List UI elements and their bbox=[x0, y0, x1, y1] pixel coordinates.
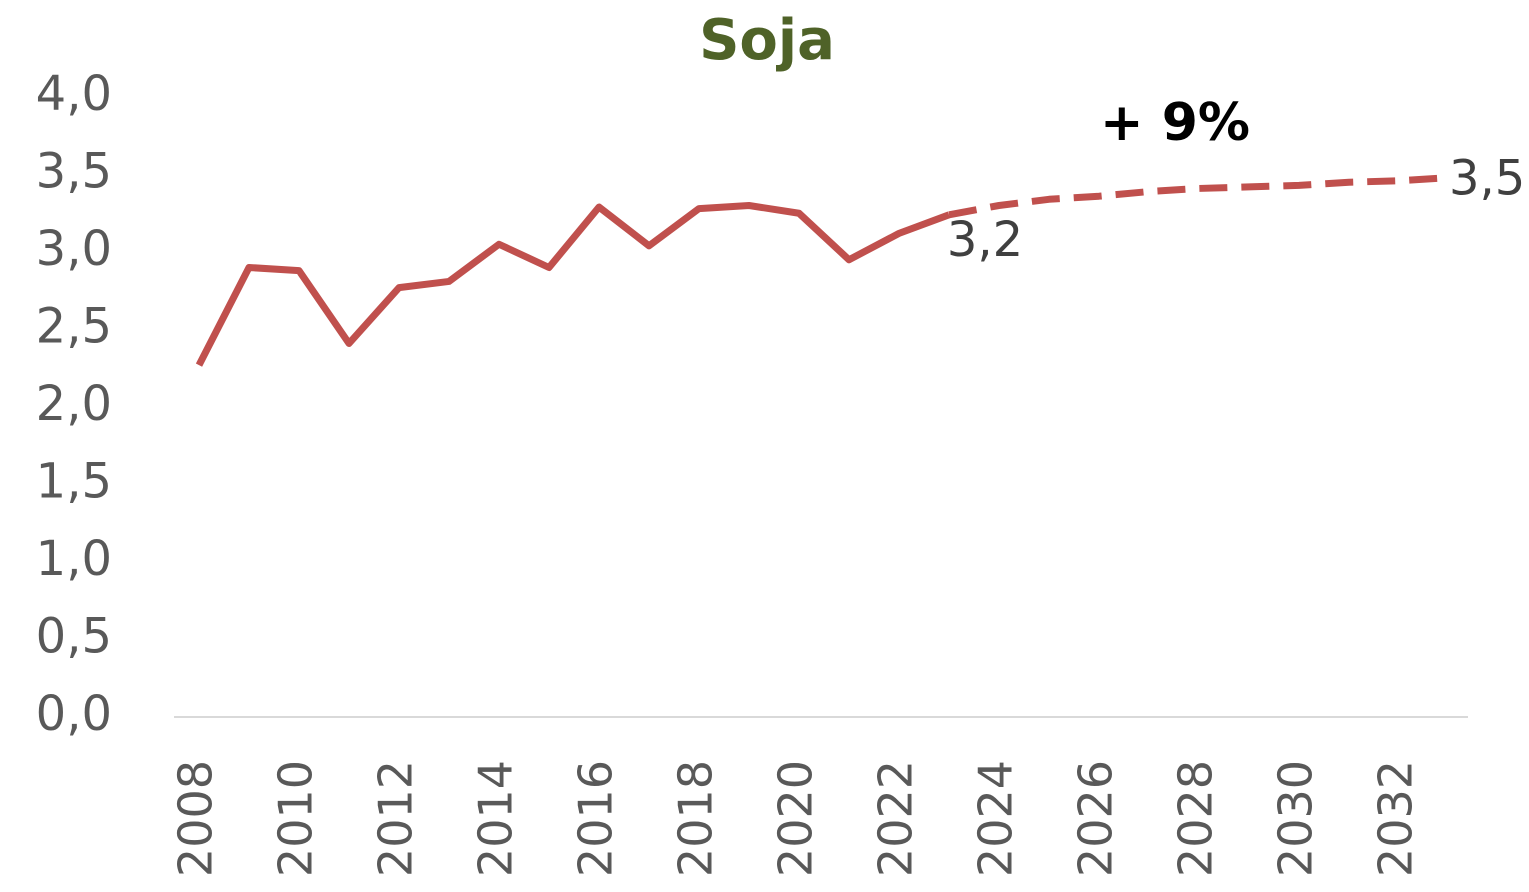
x-tick-label: 2016 bbox=[569, 760, 623, 877]
x-tick-label: 2018 bbox=[669, 760, 723, 877]
line-series bbox=[195, 202, 951, 367]
data-label: 3,5 bbox=[1449, 151, 1525, 207]
line-series bbox=[948, 174, 1450, 219]
chart-title: Soja bbox=[699, 8, 835, 73]
data-label: 3,2 bbox=[947, 212, 1023, 268]
y-tick-label: 1,5 bbox=[36, 454, 112, 510]
y-tick-label: 1,0 bbox=[36, 531, 112, 587]
x-tick-label: 2024 bbox=[969, 760, 1023, 877]
y-tick-label: 2,5 bbox=[36, 299, 112, 355]
x-tick-label: 2014 bbox=[469, 760, 523, 877]
y-tick-label: 2,0 bbox=[36, 376, 112, 432]
y-tick-label: 3,5 bbox=[36, 144, 112, 200]
y-tick-label: 0,5 bbox=[36, 609, 112, 665]
x-tick-label: 2032 bbox=[1369, 760, 1423, 877]
x-tick-label: 2012 bbox=[369, 760, 423, 877]
x-tick-label: 2028 bbox=[1169, 760, 1223, 877]
x-tick-label: 2010 bbox=[269, 760, 323, 877]
y-tick-label: 4,0 bbox=[36, 66, 112, 122]
x-tick-label: 2020 bbox=[769, 760, 823, 877]
y-tick-label: 3,0 bbox=[36, 221, 112, 277]
x-tick-label: 2008 bbox=[169, 760, 223, 877]
x-tick-label: 2030 bbox=[1269, 760, 1323, 877]
x-tick-label: 2022 bbox=[869, 760, 923, 877]
x-tick-label: 2026 bbox=[1069, 760, 1123, 877]
y-tick-label: 0,0 bbox=[36, 686, 112, 742]
annotation: + 9% bbox=[1100, 93, 1250, 153]
